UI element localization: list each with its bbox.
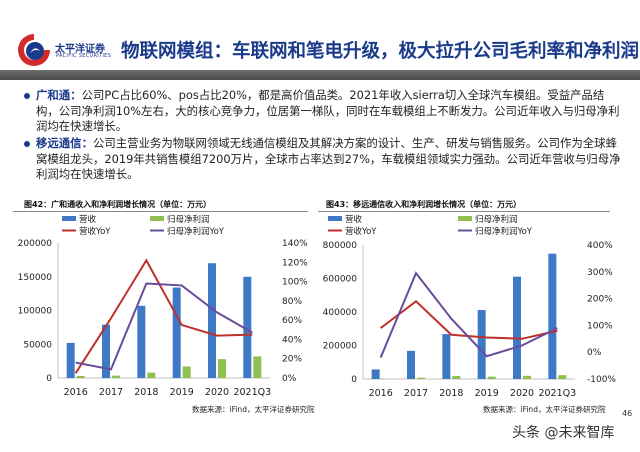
- bar-revenue: [137, 305, 146, 378]
- bar-net-profit: [147, 372, 156, 378]
- bullet-label: 广和通: [36, 88, 71, 102]
- y2-tick-label: 400%: [587, 241, 613, 251]
- x-tick-label: 2020: [205, 387, 229, 398]
- bar-net-profit: [76, 375, 85, 378]
- x-tick-label: 2021Q3: [233, 387, 271, 398]
- y2-tick-label: 120%: [282, 258, 308, 268]
- line-revenue-yoy: [74, 258, 253, 374]
- chart-title: 图42：广和通收入和净利润增长情况（单位：万元）: [24, 200, 212, 209]
- bar-revenue: [442, 334, 451, 379]
- y2-tick-label: 100%: [587, 321, 613, 331]
- bar-revenue: [513, 276, 521, 379]
- x-tick-label: 2020: [510, 388, 534, 399]
- y2-tick-label: 200%: [587, 295, 613, 305]
- legend-label: 营收YoY: [345, 226, 377, 237]
- y2-tick-label: -100%: [587, 375, 616, 385]
- y-tick-label: 200000: [323, 342, 358, 352]
- bar-revenue: [172, 287, 181, 378]
- y-tick-label: 200000: [18, 239, 53, 249]
- bar-net-profit: [523, 375, 531, 379]
- chart-source: 数据来源：iFind，太平洋证券研究院: [483, 405, 606, 414]
- y2-tick-label: 140%: [282, 239, 308, 249]
- legend-swatch: [458, 216, 472, 221]
- y-tick-label: 0: [46, 374, 52, 384]
- page-title: 物联网模组：车联网和笔电升级，极大拉升公司毛利率和净利润: [121, 41, 640, 62]
- line-net-profit-yoy: [75, 282, 253, 371]
- page-number: 46: [622, 409, 633, 418]
- y2-tick-label: 0%: [587, 348, 602, 358]
- y2-tick-label: 80%: [282, 297, 302, 307]
- bar-net-profit: [182, 366, 191, 378]
- bar-revenue: [371, 369, 380, 379]
- header-divider: [0, 70, 640, 80]
- y-tick-label: 50000: [23, 340, 52, 350]
- y2-tick-label: 100%: [282, 278, 308, 288]
- legend-swatch: [328, 216, 342, 221]
- line-net-profit-yoy: [379, 271, 558, 358]
- chart-source: 数据来源：iFind，太平洋证券研究院: [192, 405, 315, 414]
- y-tick-label: 100000: [18, 307, 53, 317]
- bullet-quectel: 移远通信：公司主营业务为物联网领域无线通信模组及其解决方案的设计、生产、研发与销…: [24, 136, 626, 183]
- legend-label: 营收: [79, 214, 97, 225]
- legend-swatch: [150, 216, 164, 221]
- bar-revenue: [243, 276, 252, 378]
- brand-name: 太平洋证券: [55, 44, 105, 55]
- bullet-sep: ：: [81, 136, 93, 150]
- bar-revenue: [208, 263, 216, 378]
- legend-label: 营收: [345, 214, 363, 225]
- bar-revenue: [407, 350, 415, 379]
- bullet-fibocom: 广和通：公司PC占比60%、pos占比20%，都是高价值品类。2021年收入si…: [24, 88, 626, 135]
- bar-net-profit: [417, 377, 425, 379]
- chart-title: 图43：移远通信收入和净利润增长情况（单位：万元）: [326, 200, 522, 209]
- x-tick-label: 2017: [99, 387, 123, 398]
- chart-rule: [13, 211, 308, 212]
- bar-net-profit: [253, 356, 262, 378]
- line-revenue-yoy: [380, 299, 558, 340]
- legend-label: 归母净利润: [167, 214, 210, 225]
- bullet-text: 公司主营业务为物联网领域无线通信模组及其解决方案的设计、生产、研发与销售服务。公…: [36, 136, 621, 181]
- bar-net-profit: [558, 375, 567, 379]
- y2-tick-label: 300%: [587, 268, 613, 278]
- y2-tick-label: 60%: [282, 316, 302, 326]
- legend-label: 归母净利润YoY: [475, 226, 533, 237]
- y-tick-label: 0: [351, 375, 357, 385]
- chart-quectel: 0 200000 400000 600000 800000 -100% 0% 100% 200%…: [323, 214, 617, 399]
- legend-swatch: [62, 216, 76, 221]
- y-tick-label: 400000: [323, 308, 358, 318]
- bar-net-profit: [112, 375, 120, 378]
- chart-fibocom: 0 50000 100000 150000 200000 0% 20% 40% 60% 80% 10…: [18, 214, 309, 398]
- bar-revenue: [477, 309, 486, 379]
- legend-label: 营收YoY: [79, 226, 111, 237]
- y2-tick-label: 40%: [282, 335, 302, 345]
- x-tick-label: 2018: [134, 387, 158, 398]
- x-tick-label: 2019: [475, 388, 499, 399]
- watermark: 头条 @未来智库: [512, 425, 615, 441]
- y-tick-label: 150000: [18, 273, 53, 283]
- pacific-securities-logo: [18, 34, 50, 66]
- x-tick-label: 2018: [439, 388, 463, 399]
- legend-label: 归母净利润YoY: [167, 226, 225, 237]
- x-tick-label: 2016: [64, 387, 88, 398]
- y-tick-label: 600000: [323, 275, 358, 285]
- y-tick-label: 800000: [323, 241, 358, 251]
- legend-label: 归母净利润: [475, 214, 518, 225]
- bar-net-profit: [487, 376, 496, 379]
- bar-revenue: [548, 253, 557, 379]
- x-tick-label: 2017: [404, 388, 428, 399]
- x-tick-label: 2019: [170, 387, 194, 398]
- bullet-label: 移远通信: [36, 136, 82, 150]
- bar-net-profit: [452, 375, 461, 379]
- bar-net-profit: [218, 359, 226, 378]
- bullet-text: 公司PC占比60%、pos占比20%，都是高价值品类。2021年收入sierra…: [36, 88, 620, 133]
- x-tick-label: 2021Q3: [538, 388, 576, 399]
- x-tick-label: 2016: [369, 388, 393, 399]
- y2-tick-label: 0%: [282, 374, 297, 384]
- y2-tick-label: 20%: [282, 355, 302, 365]
- bar-revenue: [102, 324, 110, 378]
- brand-name-en: PACIFIC SECURITIES: [56, 53, 112, 59]
- bar-revenue: [66, 342, 75, 378]
- chart-rule: [318, 211, 610, 212]
- bullet-sep: ：: [70, 88, 82, 102]
